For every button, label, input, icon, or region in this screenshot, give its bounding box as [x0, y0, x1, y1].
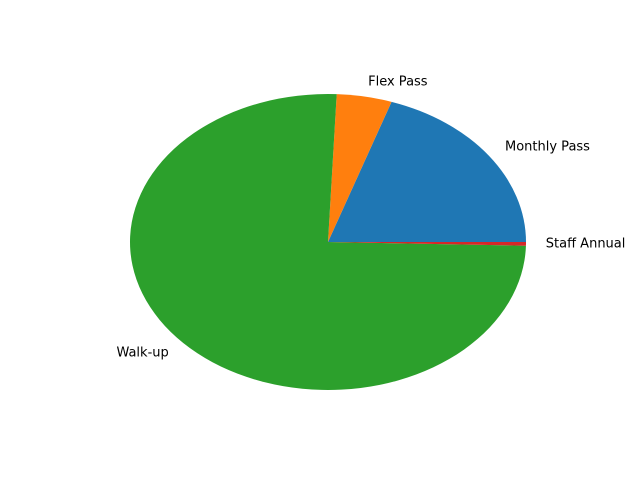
pie-label-staff-annual: Staff Annual [546, 237, 626, 252]
pie-slice-staff-annual [328, 242, 526, 246]
pie-slice-flex-pass [328, 94, 392, 242]
pie-label-monthly-pass: Monthly Pass [505, 140, 590, 155]
pie-slice-monthly-pass [328, 101, 526, 242]
pie-label-walk-up: Walk-up [116, 346, 168, 361]
pie-label-flex-pass: Flex Pass [368, 74, 428, 89]
pie-slices [130, 94, 526, 391]
pie-labels: Monthly Pass Flex Pass Walk-up Staff Annual [116, 74, 625, 360]
pie-slice-walk-up [130, 94, 526, 391]
